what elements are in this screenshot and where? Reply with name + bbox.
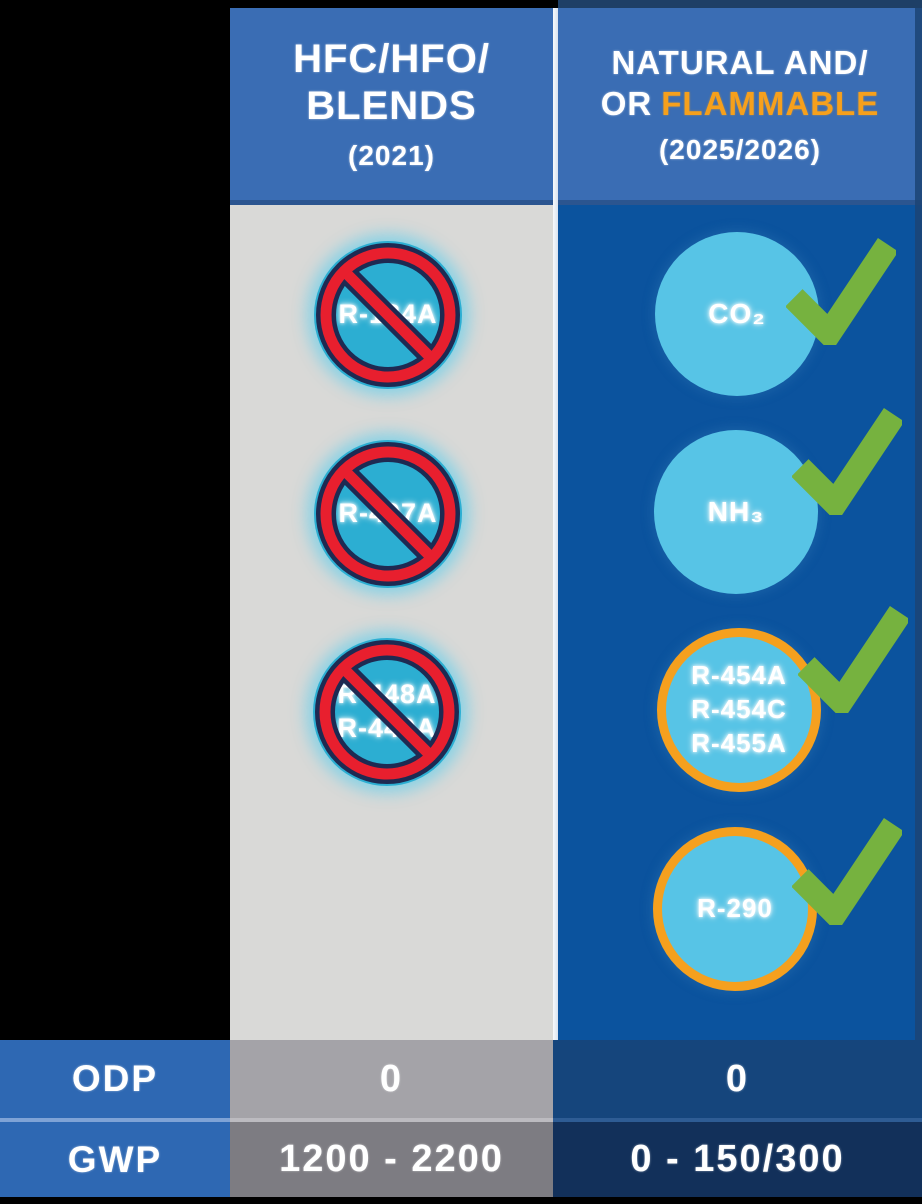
table-row-odp-label: ODP xyxy=(0,1040,230,1118)
odp-value-hfc: 0 xyxy=(230,1040,553,1118)
hfc-header-line2: BLENDS xyxy=(306,84,477,128)
refrigerant-name: CO₂ xyxy=(708,297,766,329)
bottom-border-strip xyxy=(0,1197,922,1204)
gwp-value-hfc: 1200 - 2200 xyxy=(230,1122,553,1197)
hfc-column-body: R-134A R-407A R-448A xyxy=(230,205,553,1040)
natural-header-year: (2025/2026) xyxy=(658,134,821,166)
row-divider xyxy=(553,1118,922,1122)
check-icon xyxy=(798,606,908,713)
banned-item: R-407A xyxy=(303,429,473,599)
refrigerant-name: R-290 xyxy=(697,893,773,924)
row-divider xyxy=(230,1118,553,1122)
natural-header-flammable: FLAMMABLE xyxy=(661,85,880,122)
natural-header-line2-white: OR xyxy=(600,85,653,122)
refrigerant-name: R-455A xyxy=(691,727,787,758)
top-border-strip xyxy=(558,0,922,8)
check-icon xyxy=(786,238,896,345)
natural-column-body: CO₂ NH₃ R-454A R-454C R-455A R-290 xyxy=(558,205,922,1040)
check-icon xyxy=(792,408,902,515)
natural-header-line2: OR FLAMMABLE xyxy=(601,83,879,124)
refrigerant-name: NH₃ xyxy=(707,495,765,527)
banned-item: R-448A R-449A xyxy=(302,627,472,797)
hfc-header-line1: HFC/HFO/ xyxy=(293,36,490,81)
column-header-hfc: HFC/HFO/ BLENDS (2021) xyxy=(230,8,553,205)
refrigerant-name: R-454A xyxy=(691,660,787,691)
gwp-value-natural: 0 - 150/300 xyxy=(553,1122,922,1197)
table-row-gwp-label: GWP xyxy=(0,1122,230,1197)
check-icon xyxy=(792,818,902,925)
row-divider xyxy=(0,1118,230,1122)
approved-item-r454: R-454A R-454C R-455A xyxy=(657,628,821,792)
no-symbol-icon xyxy=(316,442,460,586)
hfc-header-year: (2021) xyxy=(348,140,435,172)
column-divider xyxy=(553,8,558,1040)
odp-value-natural: 0 xyxy=(553,1040,922,1118)
natural-header-line1: NATURAL AND/ xyxy=(611,43,869,81)
refrigerant-name: R-454C xyxy=(691,694,787,725)
approved-item-nh3: NH₃ xyxy=(654,430,818,594)
approved-item-r290: R-290 xyxy=(653,827,817,991)
no-symbol-icon xyxy=(315,640,459,784)
column-header-natural: NATURAL AND/ OR FLAMMABLE (2025/2026) xyxy=(558,8,922,205)
approved-item-co2: CO₂ xyxy=(655,232,819,396)
banned-item: R-134A xyxy=(303,230,473,400)
right-border-strip xyxy=(915,8,922,1040)
no-symbol-icon xyxy=(316,243,460,387)
